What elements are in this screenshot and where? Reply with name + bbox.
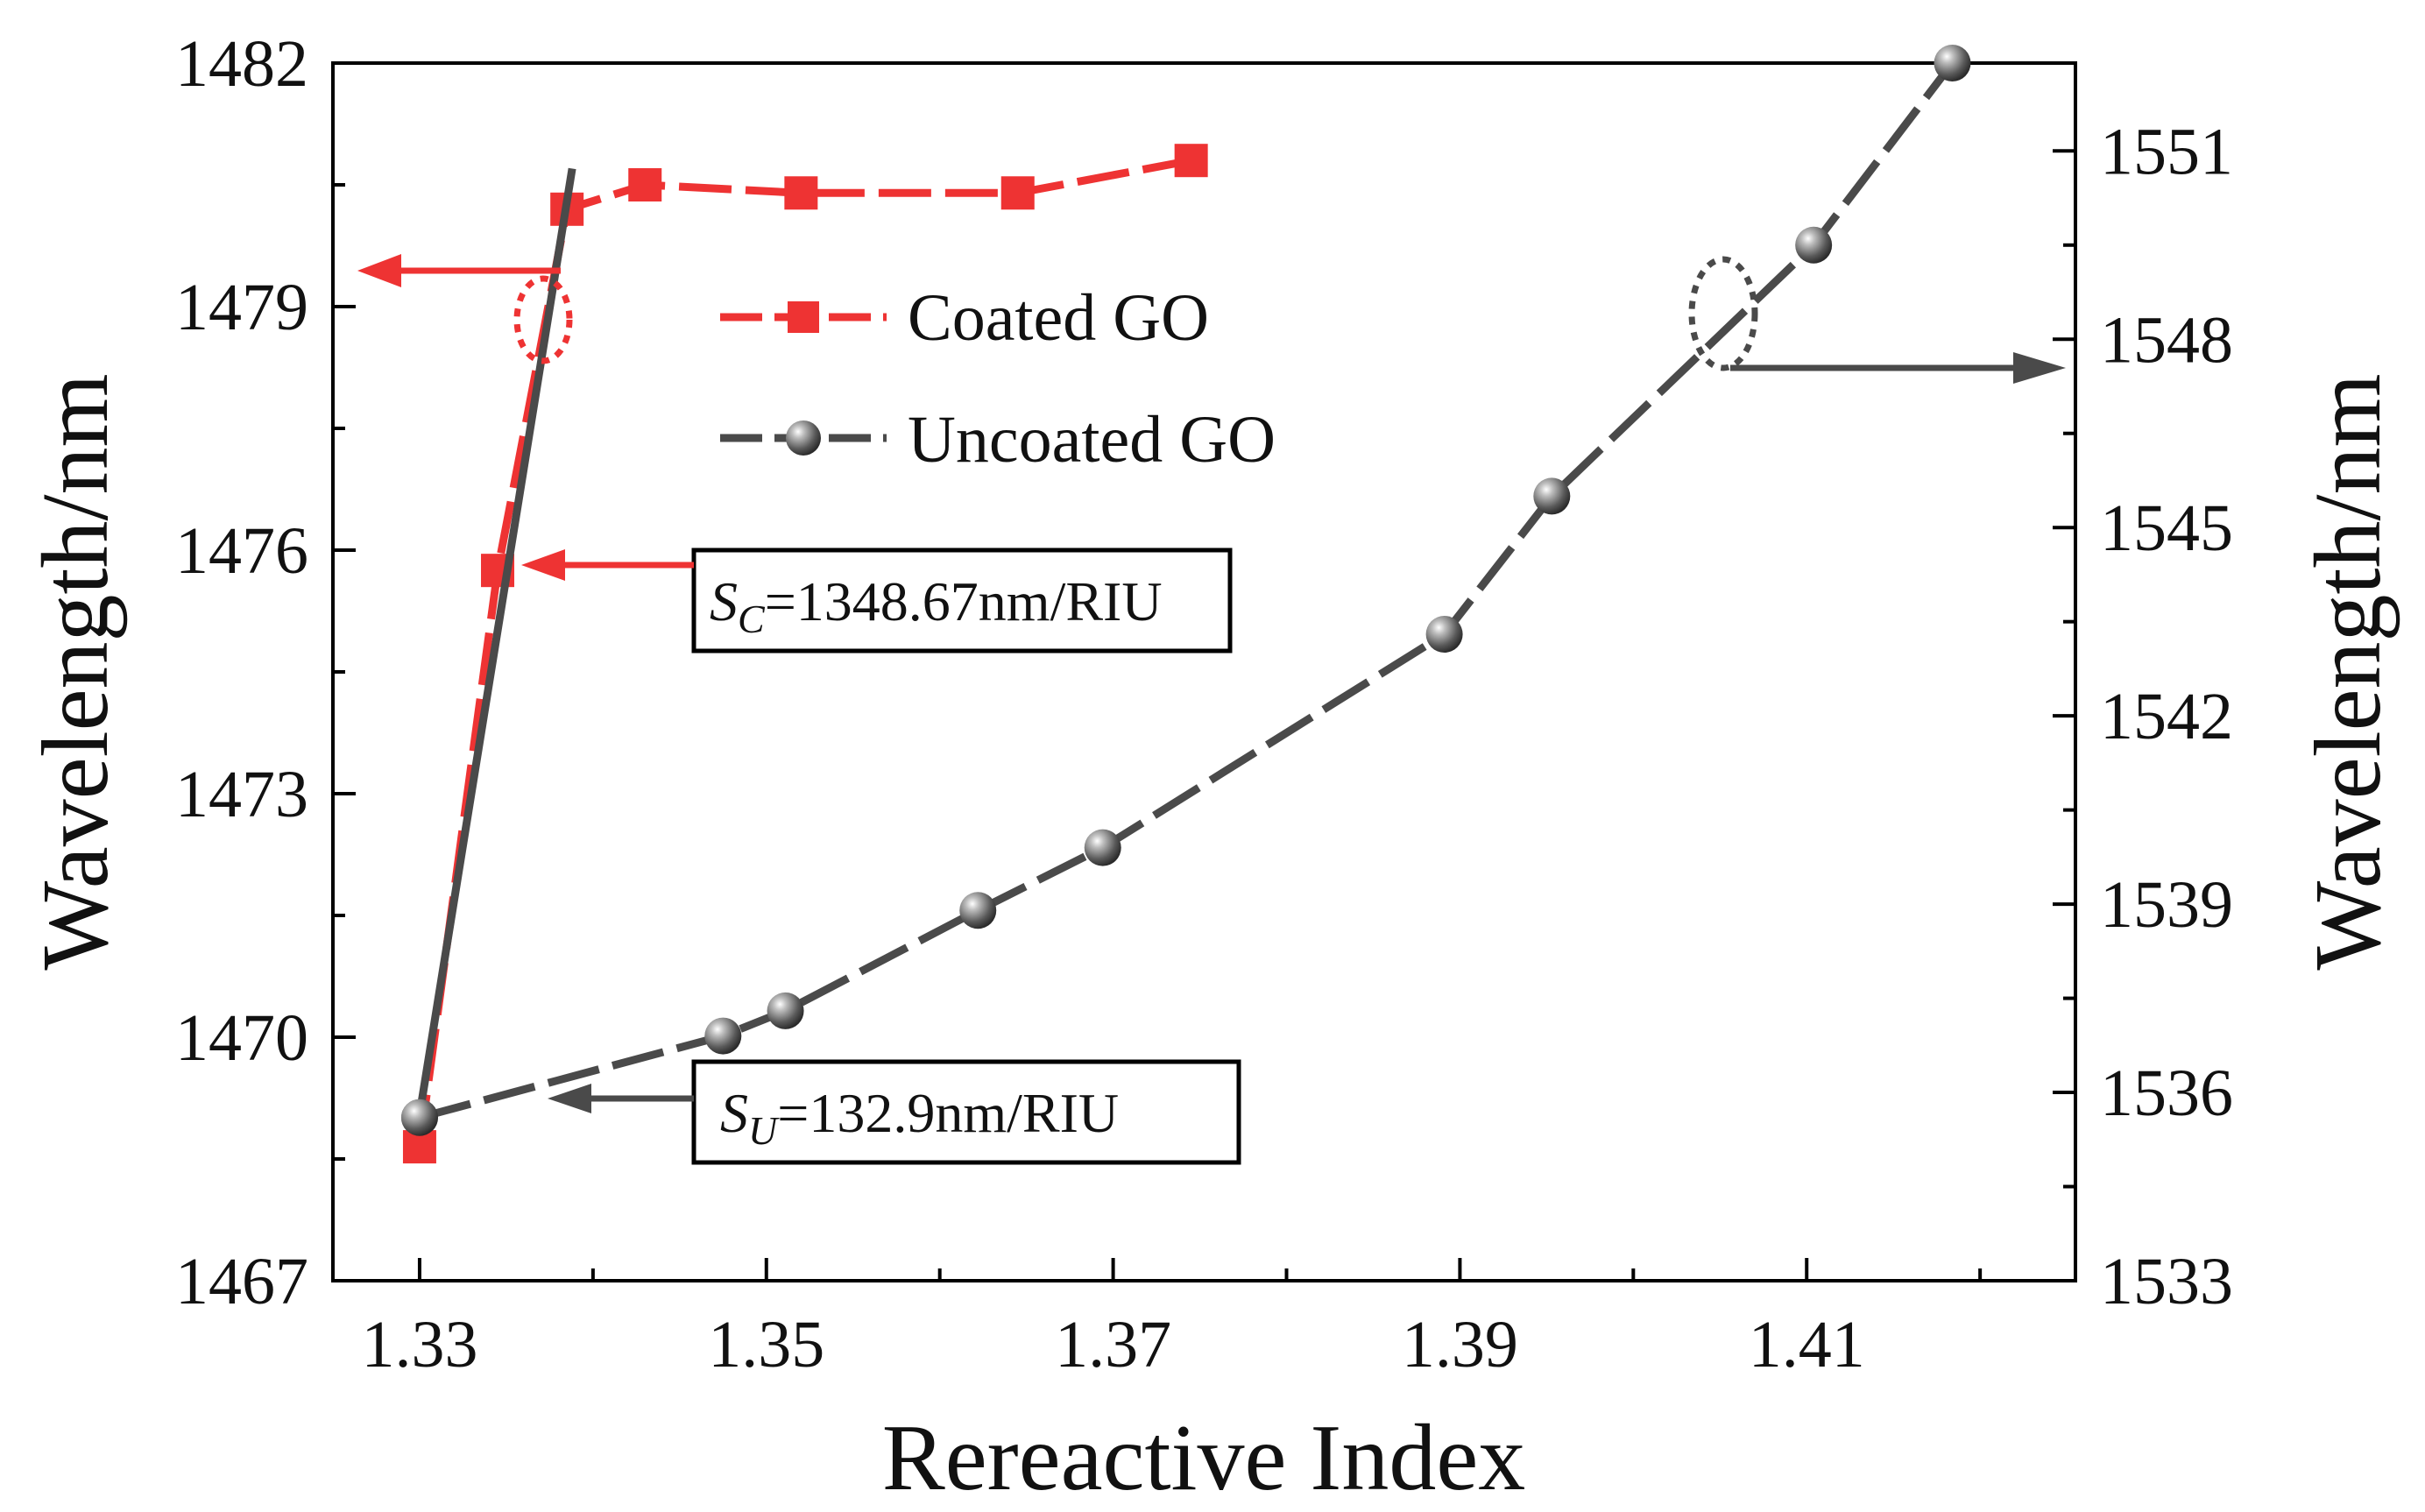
right-y-tick-label: 1536 — [2100, 1056, 2233, 1130]
legend-entry-uncoated: Uncoated GO — [720, 403, 1276, 477]
coated-sensitivity-annotation: SC=1348.67nm/RIU — [691, 548, 1233, 654]
uncoated-axis-arrow — [1730, 352, 2066, 384]
uncoated-go-point — [1533, 477, 1571, 515]
coated-axis-arrow — [357, 254, 561, 287]
left-y-tick-label: 1467 — [175, 1245, 308, 1318]
legend: Coated GO Uncoated GO — [720, 281, 1276, 477]
uncoated-sensitivity-annotation: SU=132.9nm/RIU — [691, 1059, 1241, 1165]
right-y-axis-title: Wavelength/nm — [2296, 373, 2400, 970]
svg-text:SU=132.9nm/RIU: SU=132.9nm/RIU — [720, 1082, 1119, 1153]
uncoated-go-point — [1084, 829, 1121, 866]
uncoated-go-point — [767, 992, 804, 1029]
uncoated-series-ellipse-marker — [1688, 256, 1758, 371]
uncoated-go-point — [704, 1017, 742, 1055]
x-tick-label: 1.33 — [361, 1308, 477, 1381]
x-tick-label: 1.35 — [708, 1308, 824, 1381]
right-y-tick-label: 1548 — [2100, 303, 2233, 377]
uncoated-sensitivity-arrow — [548, 1084, 694, 1113]
legend-label-coated: Coated GO — [908, 281, 1209, 355]
left-y-axis-title: Wavelength/nm — [24, 373, 128, 970]
coated-go-point — [784, 176, 818, 210]
linear-fit-line — [400, 167, 576, 1136]
right-y-tick-label: 1533 — [2100, 1245, 2233, 1318]
uncoated-go-point — [1934, 45, 1971, 81]
left-y-tick-label: 1482 — [175, 27, 308, 101]
uncoated-go-point — [959, 892, 997, 929]
uncoated-go-point — [1795, 226, 1833, 264]
legend-label-uncoated: Uncoated GO — [908, 403, 1276, 477]
coated-series-ellipse-marker — [513, 275, 573, 364]
coated-sensitivity-arrow — [521, 549, 694, 581]
left-y-tick-label: 1479 — [175, 271, 308, 344]
coated-go-point — [1000, 176, 1035, 210]
left-y-tick-label: 1476 — [175, 514, 308, 588]
left-y-tick-label: 1470 — [175, 1001, 308, 1075]
legend-sphere-marker — [786, 420, 821, 456]
x-axis-ticks: 1.33 1.35 1.37 1.39 1.41 — [361, 1258, 1983, 1381]
x-tick-label: 1.37 — [1055, 1308, 1171, 1381]
right-y-tick-label: 1545 — [2100, 491, 2233, 565]
right-y-tick-label: 1551 — [2100, 115, 2233, 188]
x-axis-title: Rereactive Index — [882, 1406, 1526, 1510]
right-y-axis-ticks: 1533 1536 1539 1542 1545 1548 1551 — [2053, 115, 2233, 1318]
svg-text:SC=1348.67nm/RIU: SC=1348.67nm/RIU — [710, 570, 1163, 641]
coated-go-point — [1174, 144, 1208, 178]
x-tick-label: 1.41 — [1749, 1308, 1865, 1381]
uncoated-go-point-start — [400, 1099, 438, 1136]
left-y-tick-label: 1473 — [175, 758, 308, 831]
right-y-tick-label: 1539 — [2100, 868, 2233, 942]
coated-go-point — [628, 168, 662, 201]
legend-square-marker — [788, 301, 819, 333]
left-y-axis-ticks: 1467 1470 1473 1476 1479 1482 — [175, 27, 356, 1318]
legend-entry-coated: Coated GO — [720, 281, 1209, 355]
fit-line-segment — [415, 167, 576, 1115]
right-y-tick-label: 1542 — [2100, 680, 2233, 753]
uncoated-go-point — [1425, 616, 1463, 654]
x-tick-label: 1.39 — [1402, 1308, 1518, 1381]
